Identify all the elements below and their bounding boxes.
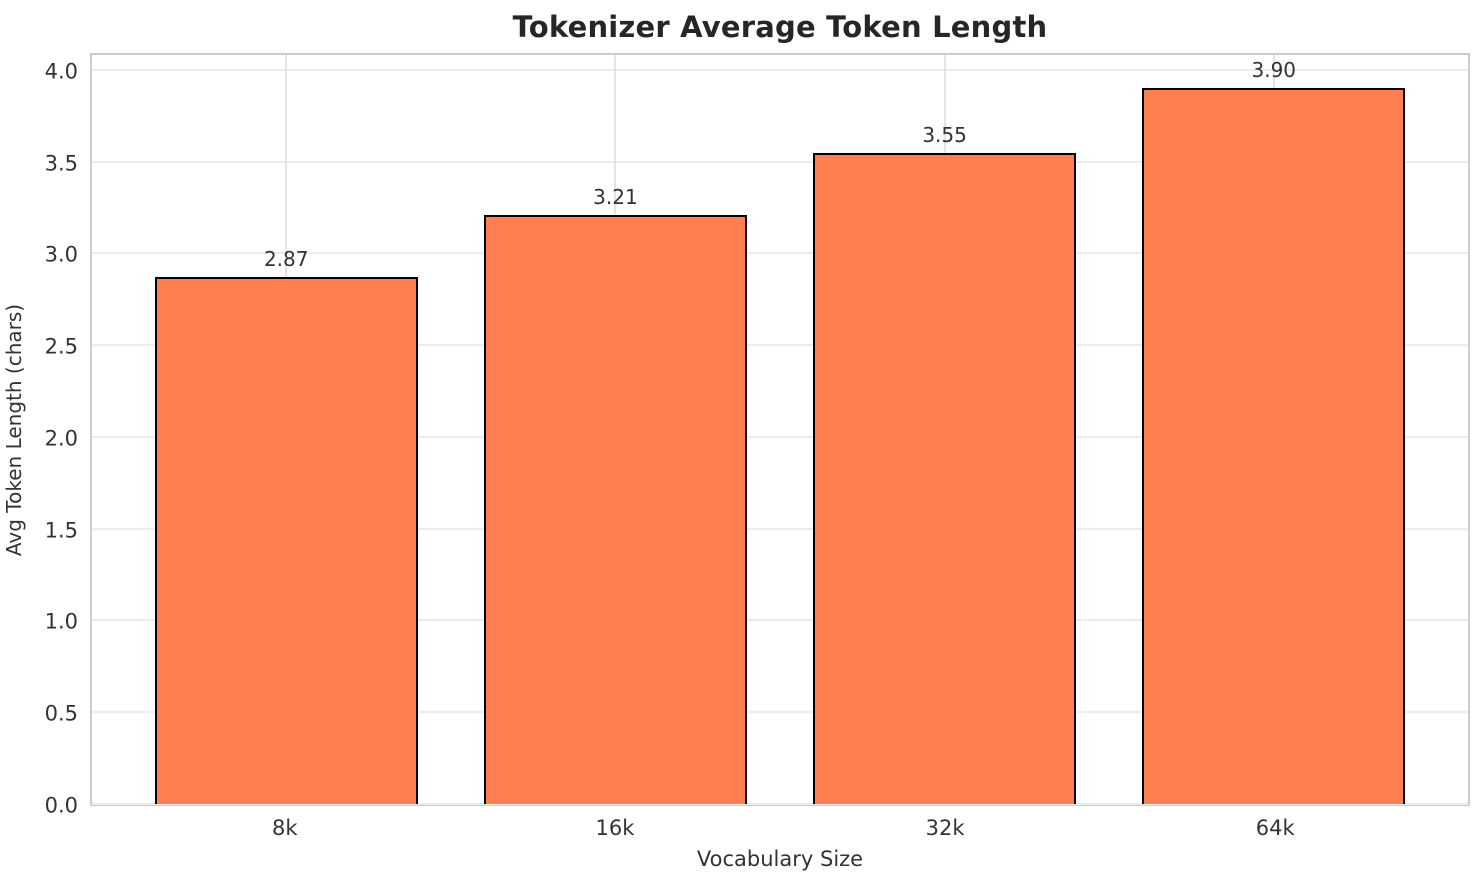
y-tick-label: 2.0	[44, 426, 78, 451]
x-tick-label-16k: 16k	[595, 816, 635, 840]
y-tick-label: 3.0	[44, 242, 78, 267]
y-gridline	[92, 160, 1468, 163]
bar-value-label: 2.87	[263, 247, 309, 272]
y-gridline	[92, 252, 1468, 255]
y-tick-label: 1.5	[44, 518, 78, 543]
bar-8k	[154, 277, 418, 804]
y-tick-label: 1.0	[44, 609, 78, 634]
bar-64k	[1142, 88, 1406, 804]
x-tick-label-8k: 8k	[272, 816, 298, 840]
x-tick-label-32k: 32k	[925, 816, 965, 840]
bar-value-label: 3.21	[593, 184, 638, 209]
plot-area: 2.87 3.21 3.55 3.90	[90, 53, 1470, 806]
y-gridline	[92, 619, 1468, 622]
y-gridline	[92, 344, 1468, 347]
y-gridline	[92, 68, 1468, 71]
bar-value-label: 3.90	[1251, 58, 1297, 83]
bar-16k	[483, 214, 748, 804]
x-axis-label: Vocabulary Size	[696, 847, 864, 871]
y-tick-label: 2.5	[44, 334, 78, 359]
y-tick-label: 0.5	[44, 701, 78, 726]
y-gridline	[92, 803, 1468, 805]
x-tick-label-64k: 64k	[1255, 816, 1295, 840]
y-tick-label: 4.0	[44, 59, 78, 84]
bar-value-label: 3.55	[922, 122, 967, 147]
y-gridline	[92, 711, 1468, 714]
chart-title: Tokenizer Average Token Length	[512, 10, 1048, 44]
y-tick-label: 0.0	[44, 793, 78, 818]
y-tick-label: 3.5	[44, 151, 78, 176]
y-gridline	[92, 435, 1468, 438]
y-gridline	[92, 527, 1468, 530]
bar-32k	[812, 152, 1077, 804]
